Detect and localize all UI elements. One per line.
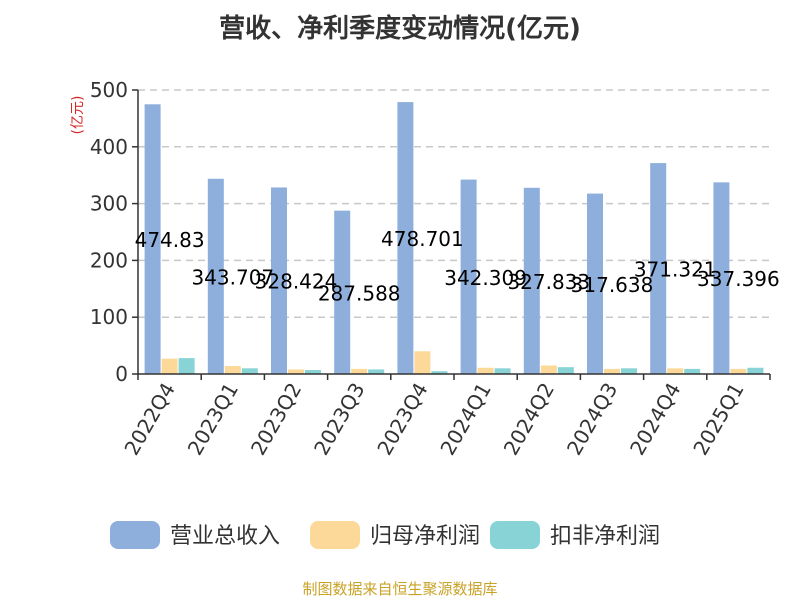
y-tick-label: 0 [115,362,128,386]
bar-1 [207,178,224,374]
x-tick-label: 2023Q4 [372,379,432,460]
legend-label: 营业总收入 [170,524,280,549]
data-label: 287.588 [318,281,401,305]
legend-label: 扣非净利润 [550,524,660,549]
bar-1 [334,210,351,374]
data-label: 337.396 [697,267,780,291]
bar-2 [540,365,557,374]
x-tick-label: 2023Q2 [246,379,306,460]
bar-3 [305,370,321,374]
y-tick-label: 100 [90,305,128,329]
legend-label: 归母净利润 [370,524,480,549]
bar-3 [178,358,195,374]
bar-1 [397,102,414,374]
x-tick-label: 2024Q3 [562,379,622,460]
bar-3 [241,368,258,374]
bar-3 [621,368,637,374]
bar-3 [684,368,701,374]
x-tick-label: 2023Q1 [183,379,243,460]
bar-1 [650,163,667,374]
bar-1 [523,187,540,374]
data-label: 317.638 [571,273,654,297]
x-tick-label: 2022Q4 [119,379,179,460]
x-tick-label: 2024Q2 [499,379,559,460]
bar-3 [747,367,764,374]
grid-lines [138,89,770,318]
bar-3 [368,369,385,374]
bar-2 [414,351,431,374]
bar-1 [713,182,730,374]
bar-2 [161,358,178,374]
bar-1 [271,187,287,374]
data-label: 327.833 [507,270,590,294]
bar-1 [460,179,477,374]
bar-2 [667,368,684,374]
bar-2 [604,368,620,374]
bar-3 [494,368,511,374]
data-label: 328.424 [255,270,338,294]
data-label: 478.701 [381,227,464,251]
bar-1 [144,104,161,374]
data-source-note: 制图数据来自恒生聚源数据库 [302,580,498,598]
bar-2 [730,368,747,374]
bar-2 [224,366,241,374]
legend-swatch [110,521,160,549]
x-tick-label: 2023Q3 [309,379,369,460]
bar-2 [351,368,368,374]
x-tick-label: 2024Q4 [625,379,685,460]
legend-swatch [490,521,540,549]
x-tick-label: 2024Q1 [435,379,495,460]
bar-1 [587,193,603,374]
legend: 营业总收入 归母净利润 扣非净利润 [110,521,660,549]
data-label: 371.321 [634,258,717,282]
bar-2 [288,369,304,374]
legend-swatch [310,521,360,549]
y-tick-label: 200 [90,248,128,272]
y-tick-label: 300 [90,192,128,216]
y-axis-unit-label: (亿元) [70,96,86,135]
bar-3 [557,367,574,374]
bar-2 [477,367,494,374]
bar-3 [431,371,448,374]
data-label: 343.707 [191,265,274,289]
chart-title: 营收、净利季度变动情况(亿元) [219,14,581,44]
x-tick-label: 2025Q1 [688,379,748,460]
bars [144,102,764,374]
y-tick-label: 500 [90,78,128,102]
y-tick-label: 400 [90,135,128,159]
data-label: 474.83 [135,228,205,252]
data-label: 342.309 [444,266,527,290]
